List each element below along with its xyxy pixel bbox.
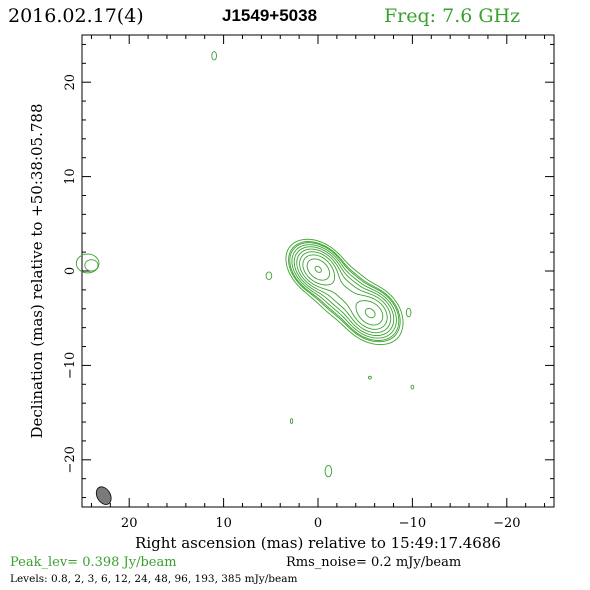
contour-level-96 bbox=[302, 254, 384, 326]
contour-levels: Levels: 0.8, 2, 3, 6, 12, 24, 48, 96, 19… bbox=[10, 573, 297, 585]
contour-level-0.8 bbox=[285, 238, 404, 346]
y-axis-label: Declination (mas) relative to +50:38:05.… bbox=[28, 103, 46, 438]
contour-layer bbox=[75, 51, 415, 478]
x-tick-label: 0 bbox=[314, 516, 322, 531]
x-axis-label: Right ascension (mas) relative to 15:49:… bbox=[135, 534, 501, 552]
contour-level-12 bbox=[293, 246, 395, 337]
x-tick-label: 20 bbox=[121, 516, 138, 531]
contour-island bbox=[405, 307, 412, 318]
x-tick-label: −10 bbox=[399, 516, 426, 531]
contour-island bbox=[289, 418, 294, 424]
plot-frame bbox=[81, 34, 555, 508]
contour-island bbox=[324, 465, 333, 478]
contour-level-6 bbox=[291, 244, 397, 339]
contour-island bbox=[84, 259, 99, 272]
frequency-label: Freq: 7.6 GHz bbox=[384, 5, 520, 27]
peak-level: Peak_lev= 0.398 Jy/beam bbox=[10, 555, 177, 570]
contour-island bbox=[211, 51, 217, 61]
contour-level-48 bbox=[299, 251, 388, 330]
y-tick-label: 0 bbox=[63, 267, 78, 275]
beam-ellipse bbox=[95, 486, 112, 505]
contour-level-24 bbox=[296, 248, 392, 334]
y-tick-label: 10 bbox=[63, 168, 78, 185]
x-tick-label: 10 bbox=[215, 516, 232, 531]
contour-island bbox=[75, 253, 100, 274]
epoch-date: 2016.02.17(4) bbox=[8, 5, 144, 27]
axis-tick-labels: 20 10 0 −10 −20 20 10 0 −10 −20 bbox=[63, 74, 521, 531]
beam-layer bbox=[95, 486, 112, 505]
contour-level-193 bbox=[306, 258, 376, 319]
contour-island bbox=[368, 375, 372, 380]
x-tick-label: −20 bbox=[493, 516, 520, 531]
contour-level-3 bbox=[289, 242, 400, 341]
y-tick-label: 20 bbox=[63, 74, 78, 91]
y-tick-label: −10 bbox=[63, 352, 78, 379]
axis-ticks bbox=[82, 35, 554, 507]
source-name: J1549+5038 bbox=[222, 6, 317, 25]
contour-island bbox=[265, 271, 273, 280]
contour-level-385 bbox=[314, 265, 322, 273]
rms-noise: Rms_noise= 0.2 mJy/beam bbox=[286, 555, 461, 570]
contour-island bbox=[410, 384, 415, 390]
contour-level-2 bbox=[288, 241, 401, 343]
y-tick-label: −20 bbox=[63, 446, 78, 473]
